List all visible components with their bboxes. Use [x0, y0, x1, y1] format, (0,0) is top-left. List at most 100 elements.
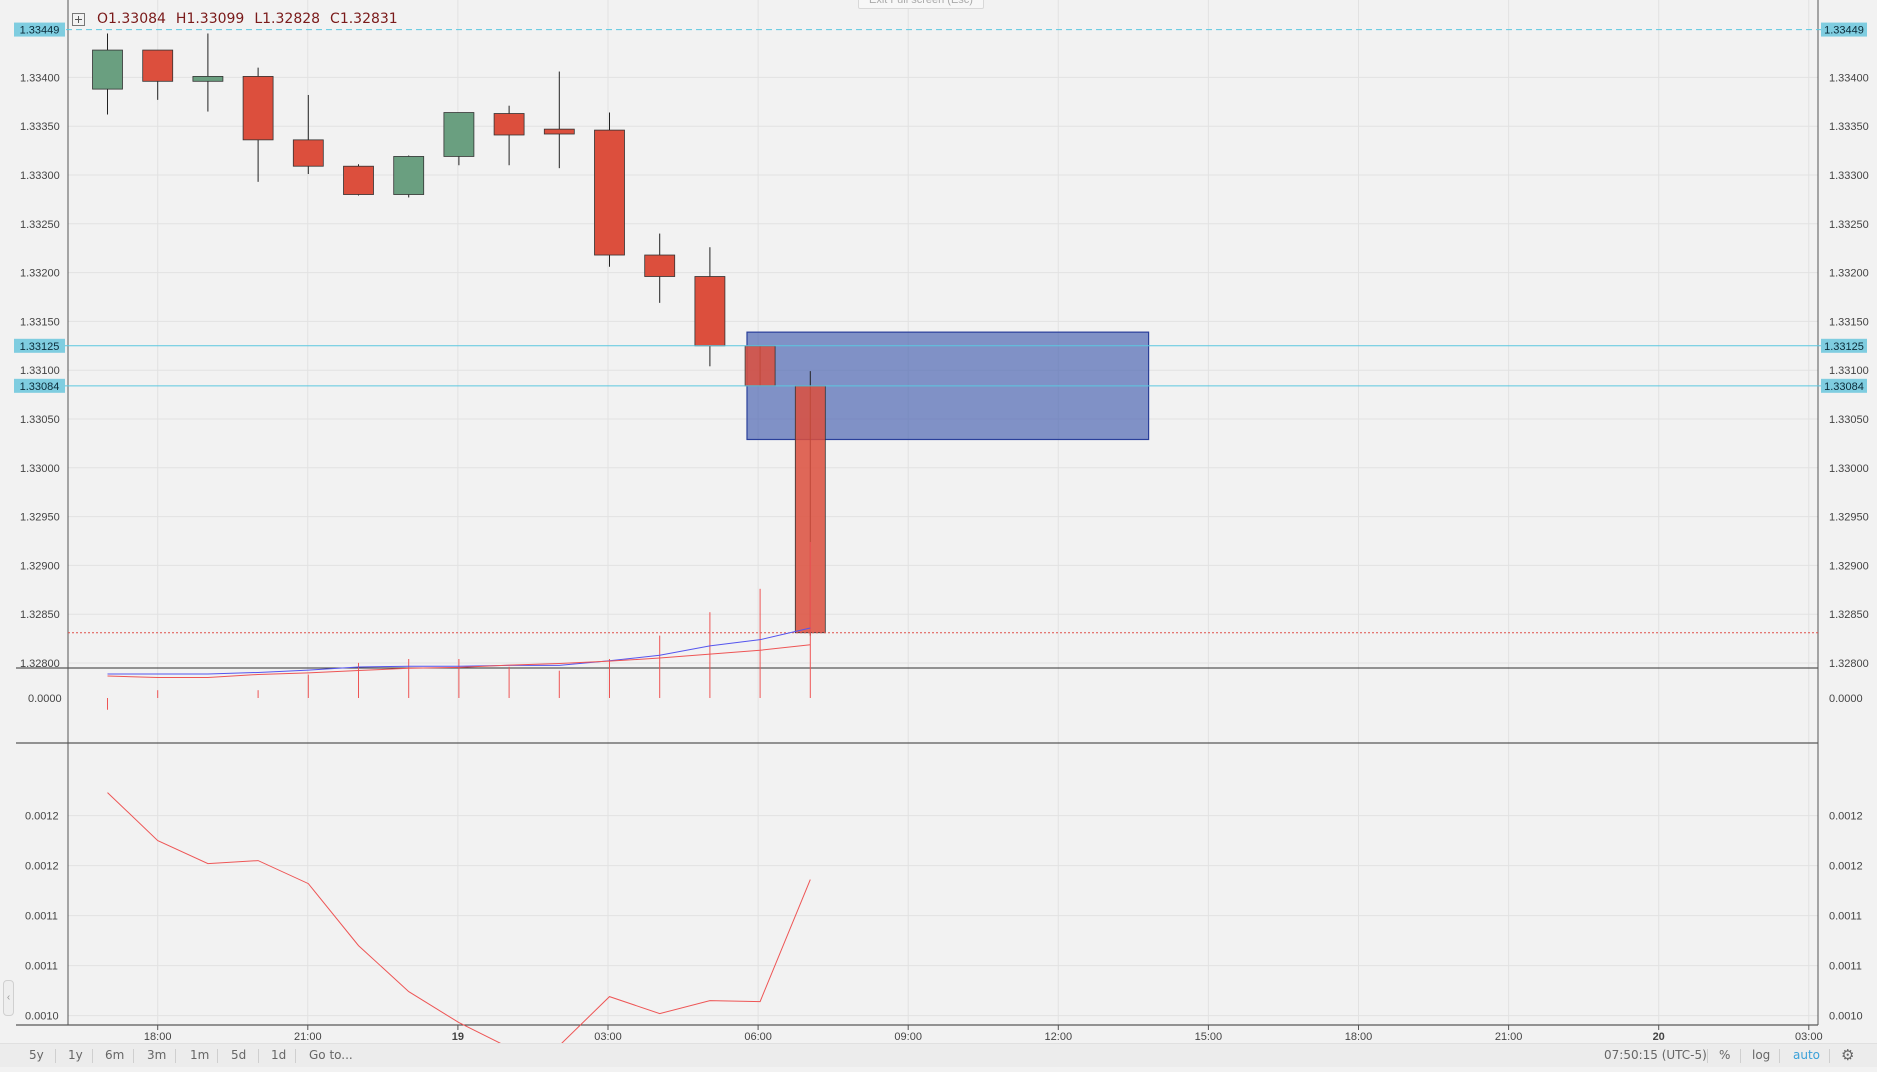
- y-tick-label-left: 1.33300: [20, 170, 60, 182]
- x-tick-label: 19: [452, 1031, 464, 1043]
- y-tick-label-left: 1.33350: [20, 121, 60, 133]
- y-tick-label-right: 1.32850: [1829, 609, 1869, 621]
- x-tick-label: 21:00: [1495, 1031, 1523, 1043]
- price-label-right: 1.33084: [1824, 381, 1864, 393]
- price-label-left-bg: [14, 338, 65, 353]
- goto-button[interactable]: Go to...: [309, 1048, 353, 1062]
- candle-up: [443, 112, 475, 157]
- range-1y-button[interactable]: 1y: [68, 1048, 83, 1062]
- y-tick-label-left: 1.33050: [20, 414, 60, 426]
- range-6m-button[interactable]: 6m: [105, 1048, 125, 1062]
- y-tick-label-left: 1.33000: [20, 463, 60, 475]
- collapse-handle-icon[interactable]: ‹: [3, 980, 14, 1016]
- ohlc-high: H1.33099: [175, 11, 245, 27]
- grid: [68, 0, 1818, 1025]
- exit-fullscreen-button[interactable]: Exit Full screen (Esc): [858, 0, 984, 9]
- y-tick-label-right: 1.33150: [1829, 316, 1869, 328]
- y-tick-label-right: 1.33200: [1829, 268, 1869, 280]
- auto-toggle[interactable]: auto: [1793, 1048, 1821, 1062]
- price-label-right-bg: [1821, 22, 1867, 37]
- ind2-y-label-left: 0.0010: [25, 1011, 59, 1023]
- y-tick-label-right: 1.33300: [1829, 170, 1869, 182]
- candle-up: [92, 49, 123, 90]
- y-tick-label-left: 1.33250: [20, 219, 60, 231]
- ind2-series-line: [107, 792, 811, 1043]
- percent-toggle[interactable]: %: [1719, 1048, 1731, 1062]
- ind2-y-label-right: 0.0011: [1829, 961, 1862, 973]
- candle-down: [694, 276, 726, 347]
- candle-up: [192, 76, 224, 82]
- range-1d-button[interactable]: 1d: [271, 1048, 287, 1062]
- y-tick-label-right: 1.33250: [1829, 219, 1869, 231]
- y-tick-label-left: 1.32850: [20, 609, 60, 621]
- range-1m-button[interactable]: 1m: [190, 1048, 210, 1062]
- price-label-right: 1.33449: [1824, 25, 1864, 37]
- ind2-y-label-left: 0.0011: [25, 961, 58, 973]
- bottom-toolbar: 5y 1y 6m 3m 1m 5d 1d Go to... 07:50:15 (…: [0, 1043, 1877, 1067]
- chart-canvas[interactable]: 1.33449 1.33449 1.33125 1.33125 1.33084 1.330…: [0, 0, 1877, 1043]
- range-5y-button[interactable]: 5y: [29, 1048, 44, 1062]
- x-tick-label: 20: [1653, 1031, 1665, 1043]
- candle-down: [543, 128, 575, 135]
- clock-readout: 07:50:15 (UTC-5): [1604, 1048, 1707, 1062]
- expand-toggle-icon[interactable]: [72, 12, 85, 26]
- candles: [92, 33, 826, 636]
- candle-down: [142, 49, 174, 82]
- candle-down: [292, 139, 324, 167]
- ind1-y-label-right: 0.0000: [1829, 693, 1863, 705]
- y-tick-label-left: 1.33200: [20, 268, 60, 280]
- y-tick-label-right: 1.32800: [1829, 658, 1869, 670]
- y-tick-label-right: 1.33350: [1829, 121, 1869, 133]
- ind2-y-label-right: 0.0010: [1829, 1011, 1863, 1023]
- ind2-y-label-left: 0.0012: [25, 811, 59, 823]
- gear-icon[interactable]: ⚙: [1841, 1046, 1855, 1064]
- x-tick-label: 18:00: [1345, 1031, 1373, 1043]
- y-tick-label-left: 1.32950: [20, 512, 60, 524]
- ind2-y-label-right: 0.0012: [1829, 811, 1863, 823]
- candle-down: [242, 76, 274, 141]
- price-label-right-bg: [1821, 378, 1867, 393]
- y-tick-label-right: 1.33400: [1829, 72, 1869, 84]
- ohlc-low: L1.32828: [254, 11, 321, 27]
- indicator-2: [107, 792, 811, 1043]
- ind2-y-label-left: 0.0012: [25, 861, 59, 873]
- price-label-left: 1.33449: [20, 25, 60, 37]
- x-tick-label: 03:00: [594, 1031, 622, 1043]
- y-tick-label-left: 1.33100: [20, 365, 60, 377]
- price-label-right-bg: [1821, 338, 1867, 353]
- price-label-right: 1.33125: [1824, 341, 1864, 353]
- y-tick-label-left: 1.33400: [20, 72, 60, 84]
- price-label-left: 1.33084: [20, 381, 60, 393]
- ohlc-close: C1.32831: [330, 11, 398, 27]
- candle-down: [343, 165, 374, 195]
- range-5d-button[interactable]: 5d: [231, 1048, 247, 1062]
- ind1-y-label-left: 0.0000: [28, 693, 62, 705]
- x-tick-label: 21:00: [294, 1031, 322, 1043]
- ind2-y-label-right: 0.0012: [1829, 861, 1863, 873]
- y-tick-label-left: 1.32800: [20, 658, 60, 670]
- candle-down: [594, 129, 625, 256]
- y-tick-label-right: 1.32900: [1829, 560, 1869, 572]
- y-tick-label-right: 1.32950: [1829, 512, 1869, 524]
- ohlc-legend: O1.33084 H1.33099 L1.32828 C1.32831: [72, 9, 398, 29]
- price-label-left: 1.33125: [20, 341, 60, 353]
- x-tick-label: 06:00: [744, 1031, 772, 1043]
- axes: 1.32800 1.32800 1.32850 1.32850 1.32900 1.329…: [20, 72, 1869, 1043]
- x-tick-label: 15:00: [1195, 1031, 1223, 1043]
- ohlc-open: O1.33084: [97, 11, 166, 27]
- y-tick-label-right: 1.33050: [1829, 414, 1869, 426]
- price-label-left-bg: [14, 22, 65, 37]
- log-toggle[interactable]: log: [1752, 1048, 1771, 1062]
- y-tick-label-right: 1.33100: [1829, 365, 1869, 377]
- indicator-1: [107, 542, 811, 710]
- y-tick-label-right: 1.33000: [1829, 463, 1869, 475]
- range-3m-button[interactable]: 3m: [147, 1048, 167, 1062]
- ind1-series-line: [107, 627, 811, 675]
- pane-borders: [16, 0, 1819, 1026]
- ind1-series-line: [107, 644, 811, 679]
- y-tick-label-left: 1.32900: [20, 560, 60, 572]
- candle-down: [644, 254, 676, 277]
- x-tick-label: 18:00: [144, 1031, 172, 1043]
- x-tick-label: 03:00: [1795, 1031, 1823, 1043]
- ind2-y-label-left: 0.0011: [25, 911, 58, 923]
